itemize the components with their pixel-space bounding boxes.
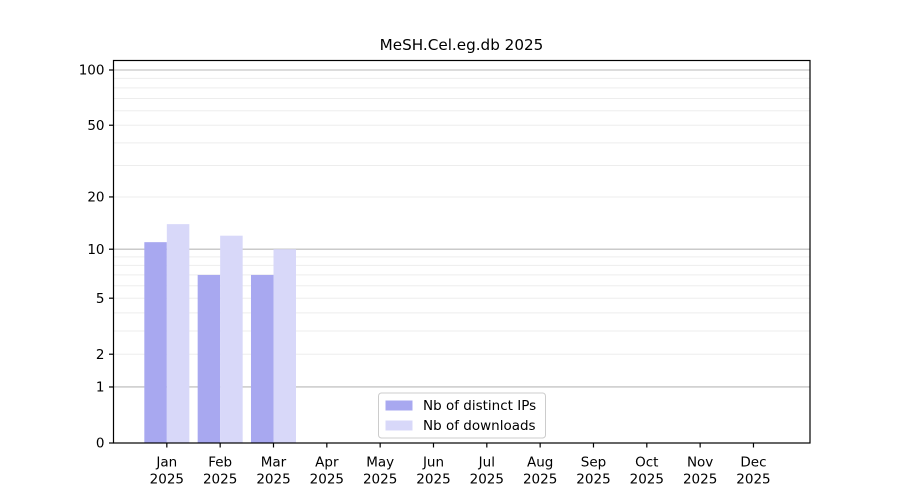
x-tick-label-may: May (366, 455, 394, 471)
legend-label-distinct-ips: Nb of distinct IPs (423, 398, 536, 414)
y-tick-label-50: 50 (87, 118, 104, 134)
bar-downloads-jan (166, 224, 190, 443)
bar-distinct-ips-feb (197, 274, 221, 443)
x-tick-label-nov: Nov (687, 455, 713, 471)
axes-layer: 0125102050100Jan2025Feb2025Mar2025Apr202… (79, 59, 811, 488)
legend: Nb of distinct IPs Nb of downloads (378, 392, 546, 439)
x-tick-label-feb: Feb (208, 455, 232, 471)
x-tick-label-jun: Jun (422, 455, 444, 471)
x-tick-year-may: 2025 (363, 472, 397, 488)
y-tick-label-20: 20 (87, 190, 104, 206)
x-tick-label-jul: Jul (478, 455, 495, 471)
y-tick-label-10: 10 (87, 242, 104, 258)
bar-distinct-ips-jan (144, 242, 167, 443)
x-tick-year-apr: 2025 (310, 472, 344, 488)
legend-swatch-distinct-ips (385, 400, 413, 411)
x-tick-year-dec: 2025 (736, 472, 770, 488)
x-tick-year-nov: 2025 (683, 472, 717, 488)
legend-box (378, 392, 546, 439)
x-tick-label-sep: Sep (581, 455, 606, 471)
bars-layer (144, 224, 296, 443)
x-tick-label-dec: Dec (740, 455, 766, 471)
y-tick-label-5: 5 (96, 291, 105, 307)
y-tick-label-2: 2 (96, 347, 105, 363)
legend-label-downloads: Nb of downloads (423, 418, 536, 434)
x-tick-year-jul: 2025 (470, 472, 504, 488)
y-tick-label-0: 0 (96, 436, 105, 452)
bar-downloads-feb (220, 235, 243, 443)
x-tick-year-mar: 2025 (256, 472, 290, 488)
x-tick-label-mar: Mar (261, 455, 287, 471)
bar-downloads-mar (273, 249, 296, 443)
x-tick-label-apr: Apr (315, 455, 339, 471)
y-tick-label-100: 100 (79, 63, 105, 79)
legend-swatch-downloads (385, 420, 413, 431)
x-tick-label-jan: Jan (155, 455, 177, 471)
x-tick-year-jan: 2025 (150, 472, 184, 488)
bar-distinct-ips-mar (250, 274, 274, 443)
x-tick-label-oct: Oct (635, 455, 658, 471)
x-tick-year-aug: 2025 (523, 472, 557, 488)
y-tick-label-1: 1 (96, 380, 105, 396)
chart-title: MeSH.Cel.eg.db 2025 (380, 36, 544, 54)
x-tick-year-sep: 2025 (576, 472, 610, 488)
plot-border (112, 59, 811, 444)
x-tick-year-jun: 2025 (416, 472, 450, 488)
x-tick-label-aug: Aug (527, 455, 553, 471)
x-tick-year-oct: 2025 (630, 472, 664, 488)
x-tick-year-feb: 2025 (203, 472, 237, 488)
